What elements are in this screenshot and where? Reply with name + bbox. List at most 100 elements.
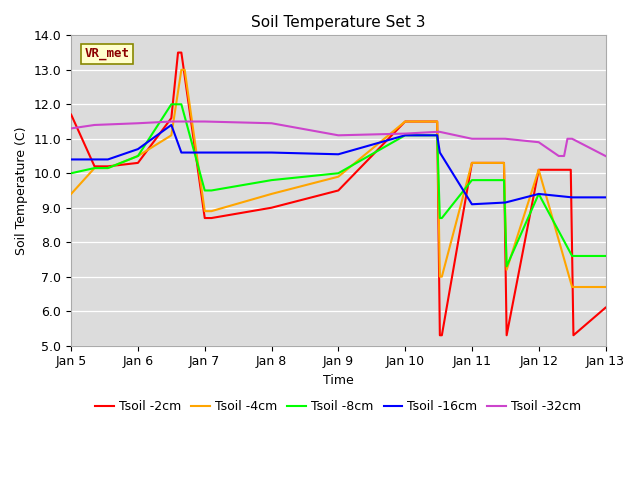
Tsoil -4cm [268, 191, 275, 197]
Tsoil -4cm [433, 119, 441, 124]
Tsoil -32cm [401, 131, 409, 136]
Tsoil -2cm [268, 205, 275, 211]
Tsoil -32cm [535, 139, 543, 145]
Tsoil -32cm [168, 119, 175, 124]
Tsoil -16cm [234, 150, 242, 156]
Tsoil -32cm [555, 153, 563, 159]
Tsoil -2cm [177, 50, 185, 56]
Tsoil -8cm [335, 170, 342, 176]
Tsoil -4cm [134, 153, 142, 159]
Tsoil -32cm [335, 132, 342, 138]
Tsoil -8cm [268, 177, 275, 183]
Tsoil -16cm [335, 151, 342, 157]
Tsoil -16cm [535, 191, 543, 197]
Tsoil -32cm [201, 119, 209, 124]
Line: Tsoil -16cm: Tsoil -16cm [71, 125, 605, 204]
Line: Tsoil -2cm: Tsoil -2cm [71, 53, 605, 335]
Line: Tsoil -8cm: Tsoil -8cm [71, 104, 605, 266]
Line: Tsoil -4cm: Tsoil -4cm [71, 70, 605, 287]
Tsoil -4cm [104, 165, 112, 171]
Tsoil -4cm [602, 284, 609, 290]
Tsoil -8cm [468, 177, 476, 183]
Tsoil -32cm [502, 136, 509, 142]
Tsoil -32cm [602, 153, 609, 159]
Tsoil -2cm [567, 167, 575, 173]
Tsoil -2cm [468, 160, 476, 166]
Y-axis label: Soil Temperature (C): Soil Temperature (C) [15, 126, 28, 255]
Tsoil -16cm [177, 150, 185, 156]
Tsoil -32cm [564, 136, 572, 142]
Tsoil -4cm [568, 284, 576, 290]
Tsoil -4cm [535, 167, 543, 173]
Tsoil -16cm [502, 200, 509, 205]
Tsoil -2cm [91, 164, 99, 169]
Tsoil -16cm [433, 132, 441, 138]
Tsoil -2cm [134, 160, 142, 166]
Tsoil -2cm [503, 332, 511, 338]
Tsoil -8cm [91, 165, 99, 171]
Line: Tsoil -32cm: Tsoil -32cm [71, 121, 605, 156]
Tsoil -8cm [568, 253, 576, 259]
Tsoil -8cm [134, 153, 142, 159]
Tsoil -8cm [436, 215, 444, 221]
Tsoil -2cm [500, 160, 508, 166]
Tsoil -2cm [535, 167, 543, 173]
Tsoil -2cm [335, 188, 342, 193]
Tsoil -2cm [207, 215, 215, 221]
Text: VR_met: VR_met [84, 48, 129, 60]
Tsoil -8cm [433, 132, 441, 138]
Tsoil -4cm [201, 208, 209, 214]
Tsoil -4cm [468, 160, 476, 166]
Tsoil -16cm [67, 156, 75, 162]
Tsoil -4cm [91, 165, 99, 171]
Tsoil -4cm [438, 274, 445, 279]
Tsoil -2cm [201, 215, 209, 221]
Tsoil -8cm [104, 165, 112, 171]
Tsoil -16cm [436, 150, 444, 156]
Tsoil -16cm [568, 194, 576, 200]
Tsoil -4cm [207, 208, 215, 214]
Tsoil -8cm [67, 170, 75, 176]
Legend: Tsoil -2cm, Tsoil -4cm, Tsoil -8cm, Tsoil -16cm, Tsoil -32cm: Tsoil -2cm, Tsoil -4cm, Tsoil -8cm, Tsoi… [90, 396, 586, 418]
Tsoil -16cm [134, 146, 142, 152]
Tsoil -2cm [433, 119, 441, 124]
Tsoil -16cm [168, 122, 175, 128]
Tsoil -2cm [570, 332, 577, 338]
Tsoil -32cm [134, 120, 142, 126]
Tsoil -32cm [67, 126, 75, 132]
Tsoil -8cm [503, 264, 511, 269]
Tsoil -4cm [436, 274, 444, 279]
Tsoil -4cm [181, 67, 189, 72]
Tsoil -4cm [503, 267, 511, 273]
Tsoil -16cm [401, 132, 409, 138]
Tsoil -2cm [436, 332, 444, 338]
Tsoil -16cm [91, 156, 99, 162]
Tsoil -2cm [401, 119, 409, 124]
Tsoil -16cm [268, 150, 275, 156]
Tsoil -8cm [168, 101, 175, 107]
Tsoil -2cm [104, 164, 112, 169]
Tsoil -16cm [602, 194, 609, 200]
Tsoil -32cm [91, 122, 99, 128]
Tsoil -8cm [177, 101, 185, 107]
Tsoil -4cm [500, 160, 508, 166]
Title: Soil Temperature Set 3: Soil Temperature Set 3 [251, 15, 426, 30]
Tsoil -8cm [535, 191, 543, 197]
Tsoil -4cm [335, 174, 342, 180]
Tsoil -32cm [433, 129, 441, 135]
Tsoil -4cm [67, 191, 75, 197]
Tsoil -32cm [436, 129, 444, 135]
Tsoil -8cm [602, 253, 609, 259]
Tsoil -8cm [201, 188, 209, 193]
Tsoil -8cm [438, 215, 445, 221]
Tsoil -8cm [174, 101, 182, 107]
Tsoil -8cm [500, 177, 508, 183]
Tsoil -8cm [401, 132, 409, 138]
Tsoil -2cm [168, 115, 175, 121]
Tsoil -4cm [401, 119, 409, 124]
Tsoil -4cm [177, 67, 185, 72]
Tsoil -32cm [560, 153, 568, 159]
Tsoil -32cm [468, 136, 476, 142]
Tsoil -8cm [207, 188, 215, 193]
Tsoil -2cm [174, 50, 182, 56]
